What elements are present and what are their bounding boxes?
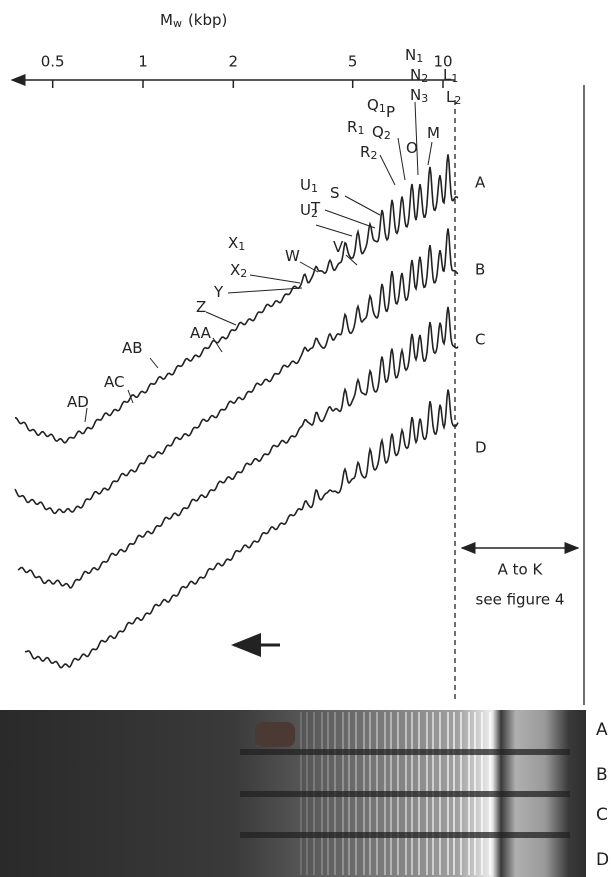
peak-label-text: N bbox=[410, 86, 421, 104]
peak-label: Q2 bbox=[372, 123, 391, 143]
peak-label-sub: 2 bbox=[311, 207, 318, 220]
lane-separator bbox=[240, 791, 570, 797]
peak-label: O bbox=[406, 139, 418, 157]
peak-label-sub: 1 bbox=[379, 102, 386, 115]
peak-label-text: P bbox=[386, 103, 395, 121]
peak-label-sub: 1 bbox=[238, 240, 245, 253]
leader-line bbox=[428, 142, 432, 165]
axis-title-unit: (kbp) bbox=[188, 11, 227, 29]
peak-label-text: R bbox=[360, 143, 370, 161]
peak-label-text: N bbox=[405, 46, 416, 64]
peak-label: AA bbox=[190, 324, 212, 342]
leader-line bbox=[398, 138, 405, 180]
leader-line bbox=[316, 225, 352, 236]
leader-line bbox=[150, 358, 158, 368]
peak-label-text: Y bbox=[213, 283, 224, 301]
trace-label: D bbox=[475, 439, 487, 457]
peak-label: M bbox=[427, 124, 440, 142]
trace-label: A bbox=[475, 174, 486, 192]
peak-label-sub: 2 bbox=[421, 72, 428, 85]
peak-label: N1 bbox=[405, 46, 423, 66]
peak-label-text: X bbox=[228, 234, 238, 252]
peak-label: Z bbox=[196, 298, 206, 316]
peak-label-text: O bbox=[406, 139, 418, 157]
peak-label: W bbox=[285, 247, 300, 265]
leader-line bbox=[345, 196, 380, 215]
peak-label-text: AB bbox=[122, 339, 143, 357]
peak-label: AD bbox=[67, 393, 89, 411]
peak-label-sub: 1 bbox=[416, 52, 423, 65]
peak-label-text: X bbox=[230, 261, 240, 279]
leader-line bbox=[325, 210, 375, 228]
leader-line bbox=[380, 155, 395, 185]
peak-label-sub: 2 bbox=[240, 267, 247, 280]
peak-label: V bbox=[333, 238, 344, 256]
peak-label: Q1 bbox=[367, 96, 386, 116]
leader-line bbox=[346, 255, 357, 265]
lane-label: B bbox=[596, 765, 608, 785]
lane-label: A bbox=[596, 720, 608, 740]
peak-label-text: Q bbox=[372, 123, 384, 141]
peak-label-text: U bbox=[300, 176, 311, 194]
peak-label: L1 bbox=[443, 66, 458, 86]
axis-title-main: M bbox=[160, 11, 173, 29]
gel-image bbox=[0, 710, 586, 877]
leader-line bbox=[250, 275, 300, 283]
peak-label: N2 bbox=[410, 66, 428, 86]
lane-label: D bbox=[596, 850, 609, 870]
peak-label-text: U bbox=[300, 201, 311, 219]
lane-separator bbox=[240, 749, 570, 755]
peak-label: R1 bbox=[347, 118, 364, 138]
peak-label: X2 bbox=[230, 261, 247, 281]
lane-separator bbox=[240, 832, 570, 838]
peak-label: L2 bbox=[446, 88, 461, 108]
peak-label-text: S bbox=[330, 184, 340, 202]
peak-label: Y bbox=[213, 283, 224, 301]
peak-label-sub: 2 bbox=[454, 94, 461, 107]
annotation: A to K bbox=[498, 561, 544, 579]
peak-label-sub: 1 bbox=[357, 124, 364, 137]
tick-label: 1 bbox=[138, 53, 148, 71]
trace-label: C bbox=[475, 331, 485, 349]
traces bbox=[15, 154, 458, 667]
peak-label-text: M bbox=[427, 124, 440, 142]
peak-label: AC bbox=[104, 373, 124, 391]
axis-title-sub: w bbox=[173, 17, 182, 30]
densitometer-trace bbox=[18, 307, 458, 588]
peak-label-text: R bbox=[347, 118, 357, 136]
peak-label: R2 bbox=[360, 143, 377, 163]
peak-label-text: N bbox=[410, 66, 421, 84]
peak-label-text: Z bbox=[196, 298, 206, 316]
tick-label: 5 bbox=[348, 53, 358, 71]
figure: Mw(kbp) A to K see figure 4 0.512510ABCD… bbox=[0, 0, 611, 877]
peak-label-text: AA bbox=[190, 324, 212, 342]
peak-label: S bbox=[330, 184, 340, 202]
peak-label-sub: 1 bbox=[451, 72, 458, 85]
peak-label-text: V bbox=[333, 238, 344, 256]
peak-label: P bbox=[386, 103, 395, 121]
lane-label: C bbox=[596, 805, 608, 825]
tick-label: 2 bbox=[229, 53, 239, 71]
peak-label-sub: 3 bbox=[421, 92, 428, 105]
peak-label-text: AC bbox=[104, 373, 124, 391]
annotation: see figure 4 bbox=[476, 591, 565, 609]
peak-label: AB bbox=[122, 339, 143, 357]
peak-label-text: Q bbox=[367, 96, 379, 114]
peak-label-sub: 2 bbox=[384, 129, 391, 142]
trace-label: B bbox=[475, 261, 485, 279]
peak-label: U1 bbox=[300, 176, 318, 196]
peak-label-sub: 1 bbox=[311, 182, 318, 195]
axis-title: Mw (kbp) bbox=[160, 11, 227, 31]
gel-spot bbox=[255, 722, 295, 747]
peak-label-text: W bbox=[285, 247, 300, 265]
peak-label-text: AD bbox=[67, 393, 89, 411]
peak-label-sub: 2 bbox=[370, 149, 377, 162]
peak-label: N3 bbox=[410, 86, 428, 106]
tick-label: 0.5 bbox=[41, 53, 65, 71]
densitometer-trace bbox=[25, 390, 458, 668]
peak-label: X1 bbox=[228, 234, 245, 254]
